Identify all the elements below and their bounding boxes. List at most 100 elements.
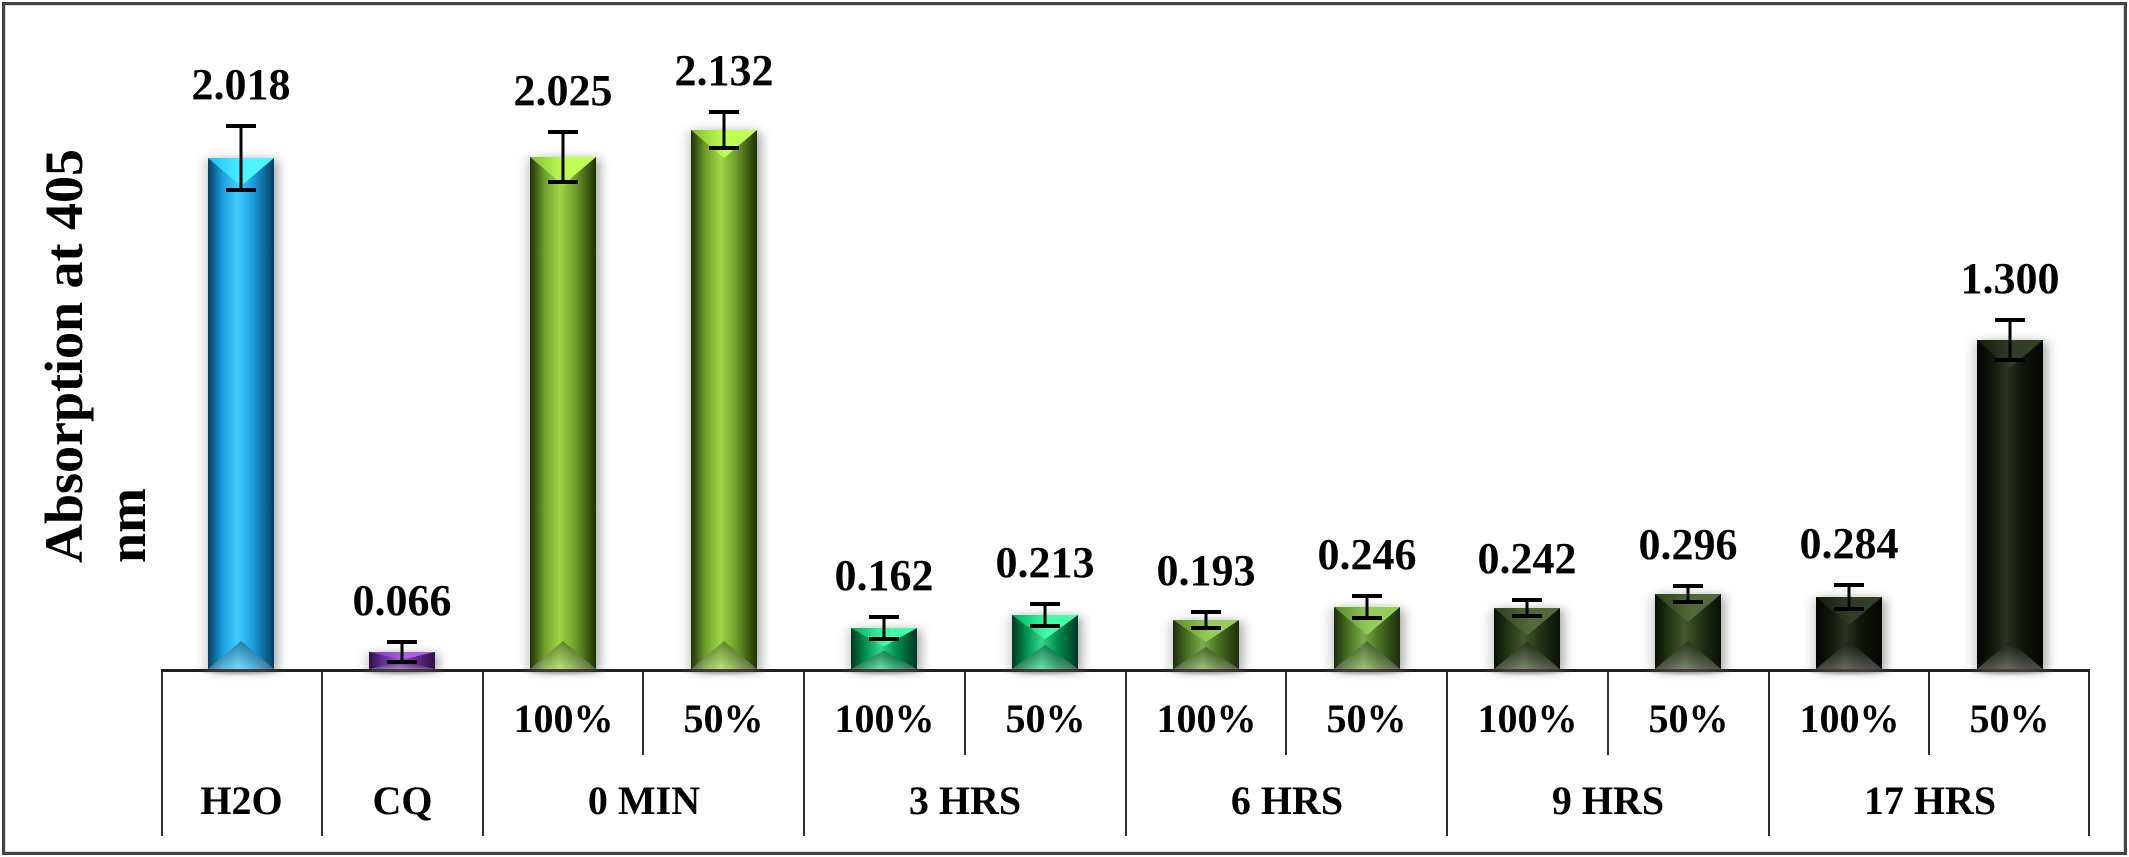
bar-bottom-facet: [1012, 644, 1078, 669]
group-label-6-hrs: 6 HRS: [1230, 778, 1344, 823]
value-label-9-hrs-50-: 0.296: [1638, 520, 1738, 569]
value-label-6-hrs-50-: 0.246: [1317, 530, 1417, 579]
error-bar-cap-bottom: [548, 180, 578, 184]
error-bar-line: [561, 130, 565, 184]
error-bar-cap-top: [1352, 594, 1382, 598]
sub-label-6-hrs-100: 100%: [1156, 696, 1257, 741]
group-divider-3-hrs: [803, 672, 805, 836]
value-label-6-hrs-100-: 0.193: [1156, 546, 1256, 595]
sub-label-17-hrs-100: 100%: [1799, 696, 1900, 741]
error-bar-cap-top: [709, 110, 739, 114]
bar-bottom-facet: [1494, 641, 1560, 669]
value-label-3-hrs-100-: 0.162: [834, 551, 934, 600]
bar-bottom-facet: [1655, 641, 1721, 669]
error-bar-cap-bottom: [709, 146, 739, 150]
bar-bottom-facet: [530, 641, 596, 669]
value-label-3-hrs-50-: 0.213: [995, 538, 1095, 587]
error-bar-0-min-100-: [548, 130, 578, 184]
error-bar-9-hrs-50-: [1673, 584, 1703, 604]
error-bar-line: [1204, 610, 1208, 630]
sub-label-9-hrs-100: 100%: [1477, 696, 1578, 741]
error-bar-cap-bottom: [869, 637, 899, 641]
group-label-0-min: 0 MIN: [587, 778, 701, 823]
sub-label-9-hrs-50: 50%: [1648, 696, 1729, 741]
bar-bottom-facet: [1334, 641, 1400, 669]
group-divider-17-hrs: [1768, 672, 1770, 836]
bar-bottom-facet: [1816, 641, 1882, 669]
sub-divider-9-hrs: [1607, 672, 1609, 755]
sub-label-3-hrs-50: 50%: [1005, 696, 1086, 741]
error-bar-cap-top: [226, 124, 256, 128]
value-label-cq: 0.066: [352, 576, 452, 625]
group-divider-6-hrs: [1125, 672, 1127, 836]
error-bar-0-min-50-: [709, 110, 739, 150]
sub-divider-3-hrs: [964, 672, 966, 755]
value-label-9-hrs-100-: 0.242: [1477, 534, 1577, 583]
table-border-left: [161, 672, 163, 836]
error-bar-line: [1686, 584, 1690, 604]
bar-bottom-facet: [208, 641, 274, 669]
bar-h2o: [208, 158, 274, 669]
error-bar-line: [722, 110, 726, 150]
table-border-right: [2088, 672, 2090, 836]
bar-bottom-facet: [1977, 641, 2043, 669]
y-axis-label-line1: Absorption at 405: [34, 148, 94, 563]
sub-label-0-min-50: 50%: [683, 696, 764, 741]
sub-label-0-min-100: 100%: [513, 696, 614, 741]
bar-bottom-facet: [691, 641, 757, 669]
error-bar-cap-bottom: [1673, 600, 1703, 604]
error-bar-cq: [387, 640, 417, 664]
error-bar-line: [1847, 583, 1851, 611]
error-bar-cap-top: [1191, 610, 1221, 614]
error-bar-cap-bottom: [1995, 358, 2025, 362]
group-divider-0-min: [482, 672, 484, 836]
value-label-17-hrs-50-: 1.300: [1960, 254, 2060, 303]
sub-label-6-hrs-50: 50%: [1326, 696, 1407, 741]
value-label-0-min-100-: 2.025: [513, 66, 613, 115]
group-divider-9-hrs: [1446, 672, 1448, 836]
error-bar-cap-bottom: [226, 188, 256, 192]
error-bar-17-hrs-50-: [1995, 318, 2025, 362]
group-label-9-hrs: 9 HRS: [1551, 778, 1665, 823]
error-bar-cap-bottom: [1834, 607, 1864, 611]
error-bar-cap-bottom: [1030, 624, 1060, 628]
error-bar-line: [1043, 602, 1047, 628]
sub-divider-0-min: [642, 672, 644, 755]
error-bar-cap-top: [1673, 584, 1703, 588]
error-bar-cap-top: [869, 615, 899, 619]
group-label-17-hrs: 17 HRS: [1863, 778, 1997, 823]
bar-9-hrs-100-: [1494, 608, 1560, 669]
y-axis-label: Absorption at 405 nm: [33, 73, 173, 563]
error-bar-line: [882, 615, 886, 641]
sub-label-3-hrs-100: 100%: [834, 696, 935, 741]
error-bar-17-hrs-100-: [1834, 583, 1864, 611]
error-bar-line: [1365, 594, 1369, 620]
x-axis-line: [161, 669, 2090, 672]
group-label-h2o: H2O: [200, 778, 283, 823]
error-bar-6-hrs-50-: [1352, 594, 1382, 620]
bar-9-hrs-50-: [1655, 594, 1721, 669]
error-bar-line: [2008, 318, 2012, 362]
bar-bottom-facet: [369, 661, 435, 669]
group-label-3-hrs: 3 HRS: [908, 778, 1022, 823]
error-bar-cap-bottom: [1191, 626, 1221, 630]
error-bar-cap-top: [548, 130, 578, 134]
value-label-h2o: 2.018: [191, 60, 291, 109]
error-bar-9-hrs-100-: [1512, 598, 1542, 618]
error-bar-line: [400, 640, 404, 664]
error-bar-cap-bottom: [1512, 614, 1542, 618]
sub-label-17-hrs-50: 50%: [1969, 696, 2050, 741]
error-bar-cap-bottom: [387, 660, 417, 664]
sub-divider-17-hrs: [1928, 672, 1930, 755]
bar-bottom-facet: [851, 650, 917, 669]
y-axis-label-line2: nm: [96, 487, 157, 563]
error-bar-h2o: [226, 124, 256, 192]
group-divider-cq: [321, 672, 323, 836]
error-bar-3-hrs-100-: [869, 615, 899, 641]
value-label-17-hrs-100-: 0.284: [1799, 519, 1899, 568]
error-bar-6-hrs-100-: [1191, 610, 1221, 630]
error-bar-cap-top: [1030, 602, 1060, 606]
group-label-cq: CQ: [372, 778, 433, 823]
error-bar-cap-top: [1512, 598, 1542, 602]
